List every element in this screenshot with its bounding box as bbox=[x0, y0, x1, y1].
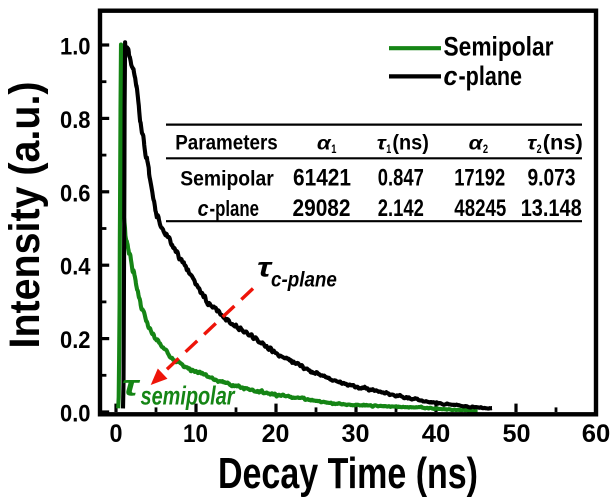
svg-text:Decay Time (ns): Decay Time (ns) bbox=[218, 449, 478, 498]
svg-text:c-plane: c-plane bbox=[271, 267, 337, 291]
svg-text:60: 60 bbox=[582, 420, 611, 448]
svg-text:2.142: 2.142 bbox=[378, 195, 424, 222]
svg-text:0.2: 0.2 bbox=[60, 327, 91, 354]
svg-text:τ: τ bbox=[122, 370, 141, 403]
svg-text:Intensity (a.u.): Intensity (a.u.) bbox=[1, 82, 49, 349]
svg-text:2: 2 bbox=[537, 142, 542, 156]
svg-text:0.847: 0.847 bbox=[378, 165, 424, 192]
svg-text:20: 20 bbox=[262, 420, 290, 448]
svg-text:1: 1 bbox=[331, 142, 336, 156]
svg-text:0: 0 bbox=[110, 420, 123, 448]
svg-text:29082: 29082 bbox=[293, 195, 351, 222]
svg-text:2: 2 bbox=[483, 142, 488, 156]
svg-text:0.0: 0.0 bbox=[60, 401, 91, 428]
svg-text:40: 40 bbox=[422, 420, 451, 448]
svg-text:0.6: 0.6 bbox=[60, 180, 91, 207]
svg-text:(ns): (ns) bbox=[392, 131, 429, 155]
svg-text:0.4: 0.4 bbox=[60, 254, 91, 281]
svg-text:-plane: -plane bbox=[210, 196, 260, 221]
svg-text:9.073: 9.073 bbox=[528, 165, 576, 192]
svg-text:48245: 48245 bbox=[454, 195, 506, 222]
svg-text:Semipolar: Semipolar bbox=[444, 31, 554, 61]
svg-text:c: c bbox=[198, 196, 209, 221]
svg-text:0.8: 0.8 bbox=[60, 107, 91, 134]
svg-text:semipolar: semipolar bbox=[141, 380, 236, 410]
svg-text:Semipolar: Semipolar bbox=[180, 167, 274, 191]
svg-text:τ: τ bbox=[527, 134, 537, 155]
svg-text:1: 1 bbox=[386, 142, 391, 156]
svg-text:Parameters: Parameters bbox=[175, 131, 278, 155]
svg-text:13.148: 13.148 bbox=[521, 195, 582, 222]
svg-text:τ: τ bbox=[257, 252, 273, 283]
svg-text:α: α bbox=[317, 134, 332, 155]
svg-text:61421: 61421 bbox=[293, 165, 351, 192]
svg-text:1.0: 1.0 bbox=[60, 34, 91, 61]
svg-text:17192: 17192 bbox=[454, 165, 505, 192]
svg-text:c: c bbox=[444, 61, 458, 91]
svg-text:τ: τ bbox=[377, 134, 387, 155]
svg-text:30: 30 bbox=[342, 420, 370, 448]
svg-text:-plane: -plane bbox=[459, 61, 523, 91]
svg-text:10: 10 bbox=[183, 420, 208, 448]
svg-text:(ns): (ns) bbox=[543, 131, 583, 155]
svg-text:50: 50 bbox=[503, 420, 531, 448]
svg-text:α: α bbox=[469, 134, 484, 155]
